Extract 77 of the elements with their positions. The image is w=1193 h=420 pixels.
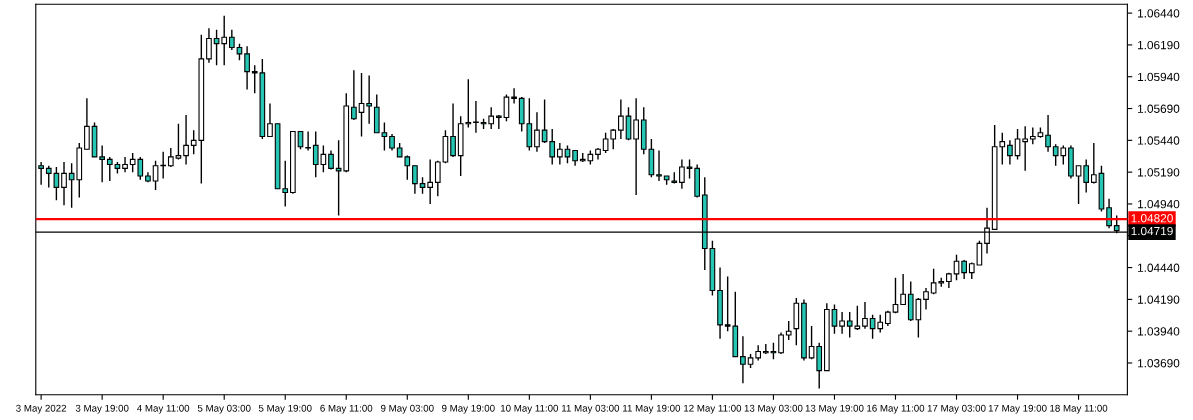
candlestick	[961, 259, 967, 280]
candlestick	[495, 114, 502, 130]
candlestick	[534, 111, 540, 153]
candlestick	[1090, 142, 1097, 185]
candlestick	[1045, 114, 1051, 153]
candlestick	[778, 331, 784, 355]
candlestick	[740, 335, 746, 385]
candlestick	[152, 159, 159, 191]
candlestick	[862, 301, 868, 330]
candlestick	[892, 277, 899, 315]
candlestick	[122, 156, 128, 173]
candlestick	[228, 28, 235, 51]
candlestick	[305, 130, 311, 152]
x-tick-label: 13 May 19:00	[805, 404, 864, 414]
y-tick-label: 1.04440	[1138, 263, 1180, 272]
x-tick-label: 6 May 11:00	[320, 404, 373, 414]
candlestick	[183, 114, 189, 166]
x-tick-label: 17 May 19:00	[988, 404, 1047, 414]
y-tick-label: 1.03940	[1138, 327, 1180, 336]
candlestick	[99, 144, 105, 184]
x-tick-label: 11 May 03:00	[562, 404, 620, 414]
candlestick	[618, 98, 624, 140]
y-tick-label: 1.06190	[1138, 40, 1180, 50]
candlestick	[656, 149, 662, 182]
y-tick-label: 1.05190	[1138, 168, 1180, 177]
x-tick-label: 11 May 19:00	[623, 404, 681, 414]
candlestick	[633, 97, 639, 196]
candlestick	[511, 87, 517, 105]
ref-line-label: 1.04719	[1131, 226, 1173, 236]
x-tick-label: 3 May 2022	[16, 404, 67, 414]
y-tick-label: 1.03690	[1138, 359, 1180, 368]
y-tick-label: 1.04940	[1138, 199, 1180, 209]
y-tick-label: 1.05690	[1138, 104, 1180, 113]
candlestick	[831, 303, 838, 335]
x-tick-label: 17 May 03:00	[927, 404, 986, 414]
y-tick-label: 1.06440	[1138, 9, 1180, 18]
candlestick	[900, 273, 906, 306]
candlestick	[473, 100, 479, 134]
candlestick	[839, 311, 845, 335]
candlestick	[267, 102, 273, 138]
candlestick	[1014, 128, 1021, 161]
x-tick-label: 3 May 19:00	[75, 404, 129, 414]
candlestick	[328, 149, 334, 171]
x-tick-label: 16 May 11:00	[867, 404, 925, 414]
x-tick-label: 9 May 03:00	[380, 404, 434, 414]
y-tick-label: 1.05940	[1138, 72, 1180, 82]
x-tick-label: 5 May 03:00	[197, 404, 251, 414]
candlestick	[923, 287, 929, 311]
candlestick	[61, 161, 67, 206]
candlestick	[38, 161, 44, 186]
x-tick-label: 9 May 19:00	[442, 404, 495, 414]
candlestick	[1022, 125, 1029, 172]
x-tick-label: 12 May 11:00	[684, 404, 742, 414]
x-tick-label: 10 May 11:00	[500, 404, 559, 414]
x-tick-label: 18 May 11:00	[1050, 404, 1108, 414]
candlestick	[351, 69, 357, 121]
candlestick	[412, 165, 418, 195]
y-tick-label: 1.04190	[1138, 295, 1180, 304]
y-tick-label: 1.05440	[1138, 136, 1180, 145]
candlestick	[785, 320, 792, 341]
ref-line-label: 1.04820	[1131, 214, 1173, 223]
candlestick	[206, 27, 212, 64]
candlestick	[1106, 198, 1112, 229]
x-tick-label: 5 May 19:00	[258, 404, 312, 414]
candlestick	[557, 142, 563, 166]
candlestick	[679, 158, 685, 190]
candlestick	[1007, 139, 1013, 166]
candlestick	[84, 97, 90, 150]
candlestick	[953, 254, 960, 281]
candlestick	[427, 158, 434, 205]
candlestick	[450, 102, 456, 158]
candlestick	[244, 45, 250, 91]
candlestick	[503, 93, 510, 122]
candlestick	[366, 74, 372, 125]
x-tick-label: 13 May 03:00	[744, 404, 803, 414]
candlestick	[686, 158, 693, 180]
x-tick-label: 4 May 11:00	[137, 404, 190, 414]
